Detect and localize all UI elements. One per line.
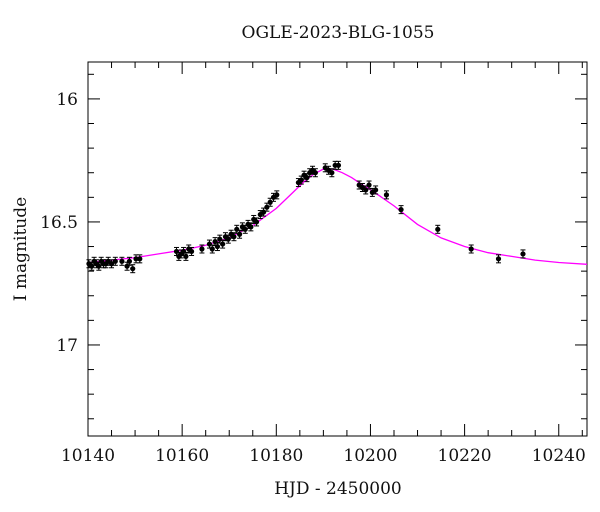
data-point	[435, 224, 441, 234]
data-point	[231, 232, 237, 242]
x-tick-label: 10220	[438, 446, 492, 466]
y-tick-label: 17	[56, 336, 78, 356]
data-point	[468, 244, 474, 254]
x-axis-ticks: 10140 10160 10180 10200 10220 10240	[61, 62, 586, 466]
data-point-marker	[188, 248, 195, 255]
model-curve-group	[87, 168, 588, 265]
data-point-marker	[180, 248, 187, 255]
data-point-marker	[206, 241, 213, 247]
y-tick-label: 16	[56, 90, 78, 110]
data-point	[119, 256, 125, 266]
data-point-marker	[236, 231, 243, 237]
x-tick-label: 10140	[61, 446, 115, 466]
data-points-group	[86, 160, 526, 274]
data-point	[137, 254, 143, 264]
data-point-marker	[274, 192, 280, 198]
data-point-marker	[264, 204, 270, 210]
data-point-marker	[242, 226, 248, 232]
x-tick-label: 10180	[249, 446, 303, 466]
data-point-marker	[209, 246, 215, 252]
data-point-marker	[435, 226, 441, 232]
data-point	[312, 168, 318, 178]
data-point-marker	[373, 187, 379, 193]
y-axis-label: I magnitude	[11, 197, 31, 301]
data-point	[130, 264, 136, 274]
model-curve-line	[87, 168, 588, 265]
data-point-marker	[398, 207, 404, 213]
data-point-marker	[133, 256, 139, 262]
data-point-marker	[520, 251, 526, 257]
x-tick-label: 10160	[155, 446, 209, 466]
data-point	[220, 239, 226, 249]
data-point	[236, 229, 243, 239]
x-tick-label: 10200	[343, 446, 397, 466]
data-point-marker	[126, 258, 133, 264]
data-point-marker	[248, 224, 254, 230]
data-point-marker	[468, 246, 474, 252]
data-point	[274, 190, 280, 200]
data-point	[209, 244, 215, 254]
y-tick-label: 16.5	[40, 213, 78, 233]
data-point-marker	[225, 236, 231, 242]
data-point	[366, 180, 372, 190]
data-point-marker	[298, 177, 304, 183]
data-point	[214, 242, 221, 252]
data-point-marker	[363, 187, 369, 193]
data-point-marker	[89, 263, 95, 269]
data-point-marker	[304, 175, 310, 181]
data-point-marker	[217, 236, 223, 242]
data-point-marker	[234, 226, 240, 232]
data-point-marker	[137, 256, 143, 262]
data-point-marker	[253, 219, 260, 225]
data-point	[398, 205, 404, 215]
data-point-marker	[112, 258, 118, 264]
data-point	[108, 259, 115, 269]
data-point-marker	[267, 199, 273, 205]
data-point-marker	[96, 263, 102, 269]
data-point-marker	[212, 239, 218, 245]
data-point-marker	[173, 248, 180, 255]
data-point-marker	[329, 170, 335, 176]
data-point	[329, 168, 335, 178]
data-point-marker	[231, 234, 237, 240]
data-point-marker	[260, 209, 267, 215]
data-point	[126, 256, 133, 266]
data-point-marker	[383, 192, 390, 198]
data-point	[253, 217, 260, 227]
data-point-marker	[220, 241, 226, 247]
x-axis-label: HJD - 2450000	[274, 479, 402, 499]
data-point	[188, 246, 195, 256]
data-point	[183, 251, 189, 261]
x-tick-label: 10240	[532, 446, 586, 466]
data-point	[495, 254, 502, 264]
data-point-marker	[124, 263, 130, 269]
plot-frame	[87, 61, 588, 437]
data-point-marker	[183, 253, 189, 259]
data-point-marker	[214, 243, 221, 250]
data-point-marker	[366, 182, 372, 188]
data-point-marker	[495, 256, 502, 262]
data-point	[248, 222, 254, 232]
data-point	[383, 190, 390, 200]
y-axis-ticks: 16 16.5 17	[40, 73, 587, 420]
data-point-marker	[199, 246, 205, 252]
data-point-marker	[130, 266, 136, 272]
data-point	[373, 185, 379, 195]
data-point	[112, 256, 118, 266]
data-point-marker	[312, 170, 318, 176]
chart-title: OGLE-2023-BLG-1055	[242, 23, 435, 43]
data-point	[199, 244, 205, 254]
data-point-marker	[335, 162, 342, 168]
data-point	[335, 160, 342, 170]
data-point	[520, 249, 526, 259]
data-point-marker	[119, 258, 125, 264]
